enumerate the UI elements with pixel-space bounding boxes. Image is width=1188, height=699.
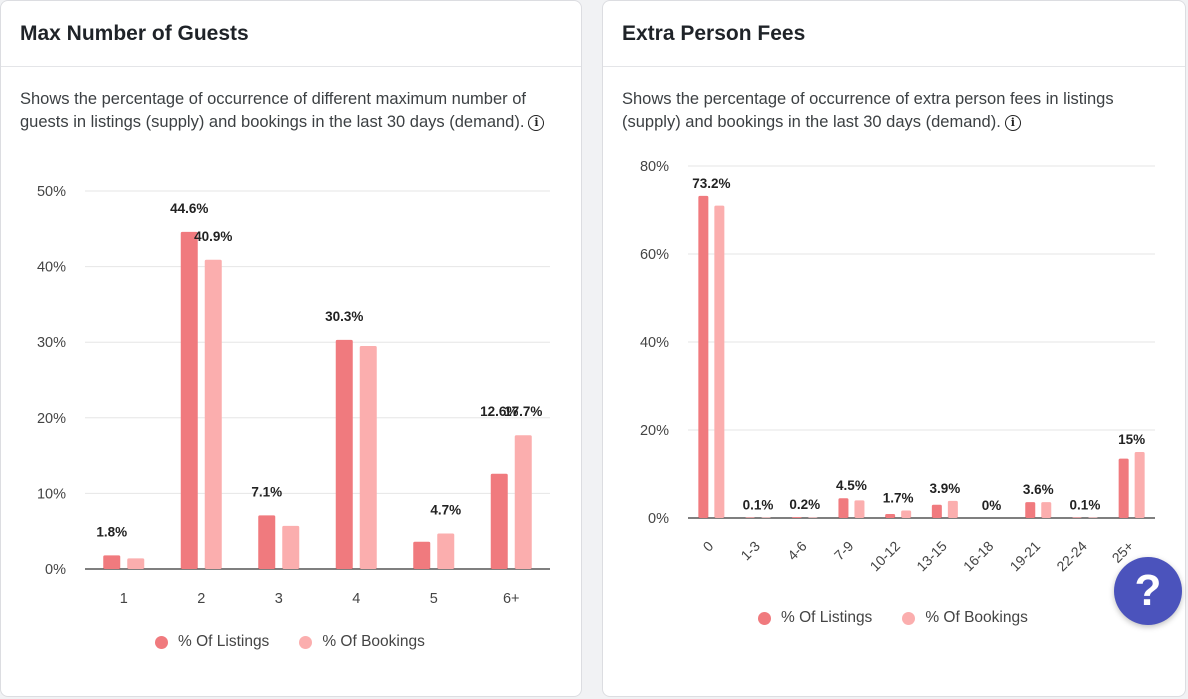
chart-legend: % Of Listings % Of Bookings: [155, 633, 425, 651]
data-label: 12.6%: [480, 404, 518, 419]
legend-item-listings[interactable]: % Of Listings: [758, 609, 872, 627]
y-tick-label: 20%: [640, 423, 669, 439]
bar-listings: [335, 339, 353, 569]
data-label: 0.2%: [789, 497, 820, 512]
y-tick-label: 80%: [640, 159, 669, 175]
bar-listings: [885, 514, 896, 518]
description-text: Shows the percentage of occurrence of ex…: [622, 90, 1114, 131]
bar-listings: [698, 195, 709, 519]
bar-listings: [490, 473, 508, 569]
bar-listings: [1118, 458, 1129, 518]
legend-dot-listings: [155, 635, 168, 649]
y-tick-label: 20%: [37, 411, 66, 427]
chart-legend: % Of Listings % Of Bookings: [758, 609, 1028, 627]
legend-item-bookings[interactable]: % Of Bookings: [902, 609, 1028, 627]
x-tick-label: 7-9: [831, 538, 857, 564]
card-description: Shows the percentage of occurrence of di…: [20, 88, 565, 134]
bar-listings: [258, 515, 276, 569]
max-guests-chart: 0% 10% 20% 30% 40% 50% 1 2 3 4 5 6+ 1.8% 44.6% 40.9% 7.…: [37, 184, 550, 607]
bar-bookings: [282, 525, 300, 569]
y-tick-label: 40%: [640, 335, 669, 351]
data-label: 4.5%: [836, 478, 867, 493]
y-tick-label: 10%: [37, 486, 66, 502]
x-tick-label: 16-18: [960, 538, 997, 575]
help-button[interactable]: ?: [1114, 557, 1182, 625]
help-icon: ?: [1134, 566, 1162, 615]
x-tick-label: 4-6: [784, 538, 810, 564]
card-title: Max Number of Guests: [20, 21, 249, 45]
card-header: Max Number of Guests: [1, 1, 581, 67]
data-label: 0.1%: [743, 498, 774, 513]
data-label: 3.6%: [1023, 482, 1054, 497]
legend-label: % Of Listings: [178, 633, 270, 650]
bar-bookings: [514, 435, 532, 569]
legend-dot-bookings: [299, 635, 313, 649]
y-tick-label: 30%: [37, 335, 66, 351]
max-guests-card: Max Number of Guests Shows the percentag…: [0, 0, 582, 697]
y-tick-label: 50%: [37, 184, 66, 200]
bar-listings: [1025, 502, 1036, 518]
legend-label: % Of Bookings: [322, 633, 425, 650]
card-header: Extra Person Fees: [603, 1, 1185, 67]
data-label: 40.9%: [194, 229, 232, 244]
data-label: 1.7%: [883, 491, 914, 506]
bar-bookings: [437, 533, 455, 569]
x-tick-label: 6+: [503, 591, 520, 607]
card-title: Extra Person Fees: [622, 21, 806, 45]
bar-bookings: [901, 510, 912, 518]
data-label: 30.3%: [325, 309, 363, 324]
x-tick-label: 0: [700, 538, 717, 555]
legend-dot-bookings: [902, 611, 916, 625]
bar-listings: [413, 541, 431, 569]
bar-listings: [180, 231, 198, 569]
legend-label: % Of Listings: [781, 609, 873, 626]
x-tick-label: 22-24: [1053, 538, 1090, 575]
data-label: 7.1%: [251, 484, 282, 499]
y-tick-label: 0%: [648, 511, 669, 527]
x-tick-label: 19-21: [1007, 538, 1044, 575]
legend-label: % Of Bookings: [925, 609, 1028, 626]
legend-item-bookings[interactable]: % Of Bookings: [299, 633, 425, 651]
bar-listings: [103, 555, 121, 569]
y-tick-label: 60%: [640, 247, 669, 263]
bar-bookings: [854, 500, 865, 518]
data-label: 17.7%: [504, 404, 542, 419]
data-label: 0.1%: [1070, 498, 1101, 513]
bar-bookings: [1134, 452, 1145, 518]
info-icon[interactable]: i: [528, 115, 545, 131]
x-tick-label: 1-3: [737, 538, 763, 564]
data-label: 4.7%: [430, 502, 461, 517]
bar-bookings: [947, 500, 958, 518]
data-label: 0%: [982, 498, 1002, 513]
x-tick-label: 2: [197, 591, 205, 607]
bar-bookings: [127, 558, 145, 569]
x-tick-label: 4: [352, 591, 360, 607]
bar-bookings: [204, 259, 222, 569]
bar-bookings: [714, 205, 725, 518]
y-tick-label: 40%: [37, 260, 66, 276]
extra-person-fees-chart: 0% 20% 40% 60% 80% 0 1-3 4-6 7-9 10-12 13-15 16-18 1…: [640, 159, 1155, 575]
y-tick-label: 0%: [45, 562, 66, 578]
bar-listings: [791, 517, 802, 518]
legend-item-listings[interactable]: % Of Listings: [155, 633, 269, 651]
bar-bookings: [359, 345, 377, 569]
data-label: 1.8%: [96, 524, 127, 539]
legend-dot-listings: [758, 611, 771, 625]
x-tick-label: 13-15: [913, 538, 950, 575]
data-label: 73.2%: [692, 176, 730, 191]
data-label: 44.6%: [170, 201, 208, 216]
x-tick-label: 5: [430, 591, 438, 607]
data-label: 15%: [1118, 432, 1145, 447]
bar-listings: [838, 498, 849, 518]
info-icon[interactable]: i: [1004, 115, 1021, 131]
description-text: Shows the percentage of occurrence of di…: [20, 90, 526, 131]
x-tick-label: 10-12: [867, 538, 904, 575]
x-tick-label: 1: [120, 591, 128, 607]
data-label: 3.9%: [929, 481, 960, 496]
bar-listings: [931, 504, 942, 518]
bar-bookings: [1041, 502, 1052, 518]
x-tick-label: 3: [275, 591, 283, 607]
card-description: Shows the percentage of occurrence of ex…: [622, 88, 1167, 134]
extra-person-fees-card: Extra Person Fees Shows the percentage o…: [602, 0, 1186, 697]
